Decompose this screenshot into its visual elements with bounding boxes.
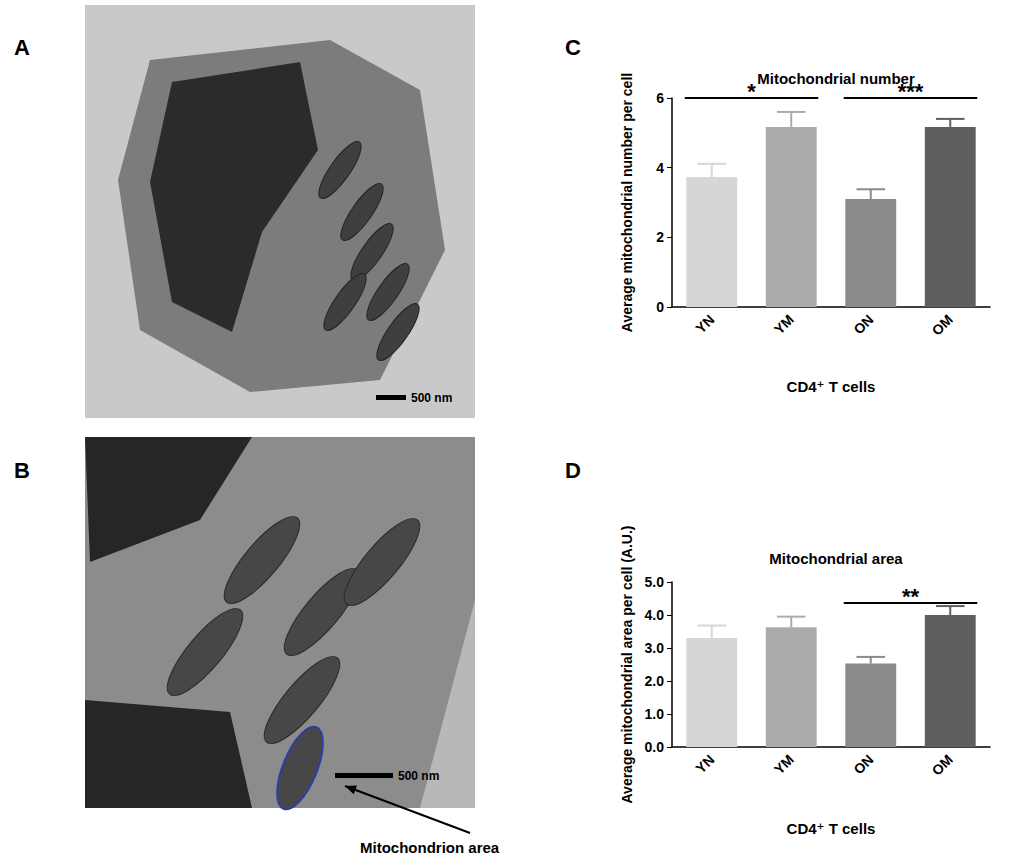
svg-text:C: C (565, 35, 581, 60)
svg-text:Mitochondrial number: Mitochondrial number (757, 70, 915, 87)
svg-text:Average mitochondrial number p: Average mitochondrial number per cell (619, 73, 635, 332)
svg-text:YN: YN (692, 311, 717, 336)
svg-text:2: 2 (656, 229, 664, 245)
svg-text:ON: ON (850, 311, 876, 337)
svg-text:3.0: 3.0 (645, 640, 665, 656)
svg-text:2.0: 2.0 (645, 673, 665, 689)
svg-text:**: ** (902, 584, 920, 609)
svg-text:0.0: 0.0 (645, 739, 665, 755)
svg-text:*: * (747, 79, 756, 104)
svg-text:B: B (14, 458, 30, 483)
svg-text:4.0: 4.0 (645, 607, 665, 623)
svg-text:500 nm: 500 nm (398, 769, 439, 783)
svg-text:ON: ON (850, 751, 876, 777)
svg-text:500 nm: 500 nm (411, 391, 452, 405)
svg-text:6: 6 (656, 90, 664, 106)
svg-text:1.0: 1.0 (645, 706, 665, 722)
svg-text:0: 0 (656, 299, 664, 315)
svg-text:CD4⁺ T cells: CD4⁺ T cells (787, 820, 876, 837)
svg-text:Average mitochondrial area per: Average mitochondrial area per cell (A.U… (619, 525, 635, 803)
svg-text:Mitochondrial area: Mitochondrial area (769, 550, 903, 567)
svg-text:5.0: 5.0 (645, 574, 665, 590)
svg-text:YM: YM (771, 311, 797, 337)
svg-text:YM: YM (771, 751, 797, 777)
svg-text:4: 4 (656, 160, 664, 176)
svg-text:CD4⁺ T cells: CD4⁺ T cells (787, 378, 876, 395)
svg-text:OM: OM (929, 751, 956, 778)
svg-text:A: A (14, 35, 30, 60)
svg-text:OM: OM (929, 311, 956, 338)
svg-text:YN: YN (692, 751, 717, 776)
svg-text:D: D (565, 458, 581, 483)
svg-text:Mitochondrion area: Mitochondrion area (360, 839, 500, 856)
